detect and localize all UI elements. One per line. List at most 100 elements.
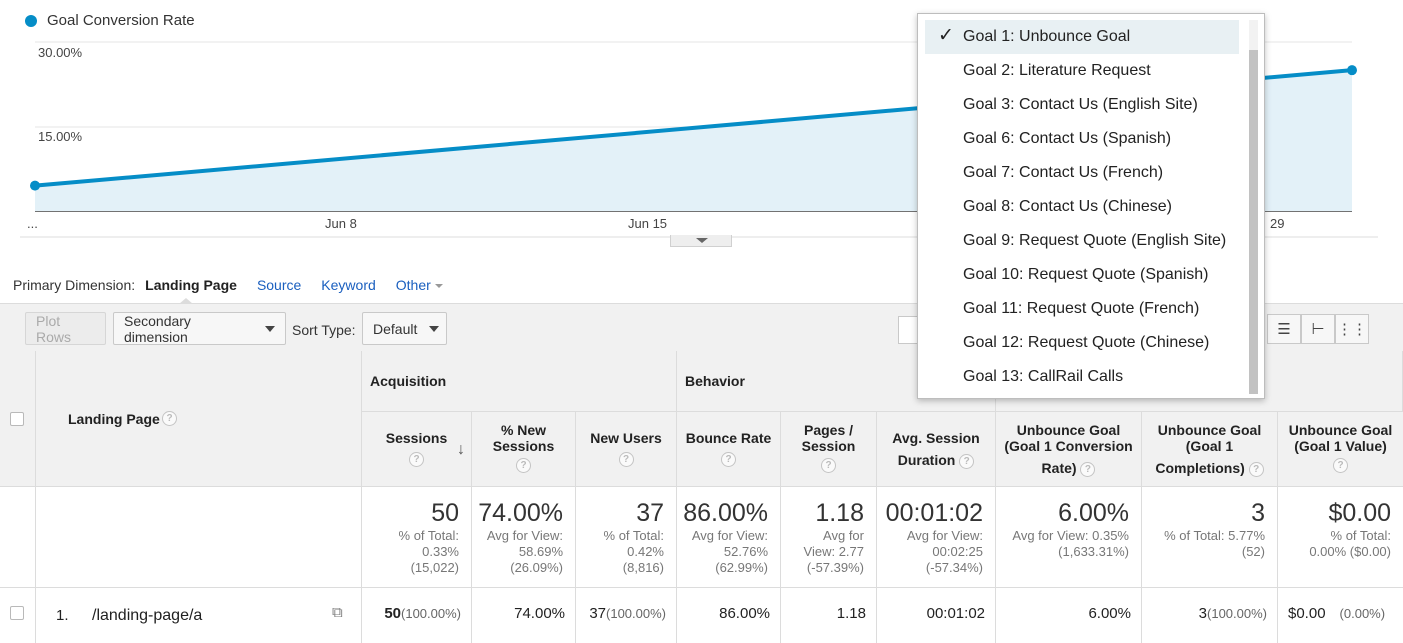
landing-page-header[interactable]: Landing Page ? (36, 351, 362, 487)
help-icon[interactable]: ? (1333, 457, 1348, 473)
secondary-dimension-dropdown[interactable]: Secondary dimension (113, 312, 286, 345)
help-icon[interactable]: ? (821, 457, 836, 473)
data-point[interactable] (1347, 65, 1357, 76)
dropdown-scrollbar-thumb[interactable] (1249, 50, 1258, 394)
goal-option[interactable]: ✓ Goal 1: Unbounce Goal (925, 20, 1239, 54)
total-subtext: (52) (1241, 544, 1265, 559)
primary-dimension-keyword-link[interactable]: Keyword (321, 277, 376, 293)
help-icon[interactable]: ? (959, 453, 975, 469)
totals-spacer (0, 487, 36, 588)
col-header-line: Avg. Session (892, 430, 980, 446)
primary-dimension-source-link[interactable]: Source (256, 277, 302, 293)
help-icon[interactable]: ? (162, 411, 177, 426)
goal-option[interactable]: Goal 3: Contact Us (English Site) (925, 88, 1239, 122)
col-goal1-completions[interactable]: Unbounce Goal (Goal 1 Completions) ? (1142, 412, 1278, 487)
help-icon[interactable]: ? (409, 451, 424, 467)
total-subtext: (8,816) (622, 560, 664, 575)
sort-type-label: Sort Type: (292, 322, 356, 338)
goal-option[interactable]: Goal 12: Request Quote (Chinese) (925, 326, 1239, 360)
goal-option[interactable]: Goal 13: CallRail Calls (925, 360, 1239, 394)
total-subtext: Avg for View: 0.35% (1012, 528, 1129, 543)
total-subtext: 0.42% (627, 544, 664, 559)
sort-type-dropdown[interactable]: Default (362, 312, 447, 345)
col-goal1-value[interactable]: Unbounce Goal (Goal 1 Value) ? (1278, 412, 1403, 487)
total-value: 50 (431, 499, 459, 527)
row-metric-cell: 1.18 (781, 588, 877, 643)
open-external-icon[interactable]: ⧉ (332, 604, 343, 621)
chevron-down-icon (429, 325, 440, 332)
select-all-checkbox[interactable] (10, 412, 24, 426)
total-subtext: (15,022) (410, 560, 459, 575)
total-subtext: 52.76% (723, 544, 768, 559)
primary-dimension-landing-page: Landing Page (145, 277, 237, 304)
col-pct-new-sessions[interactable]: % New Sessions ? (472, 412, 576, 487)
goal-option[interactable]: Goal 9: Request Quote (English Site) (925, 224, 1239, 258)
checkmark-icon: ✓ (938, 25, 954, 46)
help-icon[interactable]: ? (721, 451, 736, 467)
totals-cell: $0.00% of Total: 0.00% ($0.00) (1278, 487, 1403, 588)
total-value: 6.00% (1058, 499, 1129, 527)
goal-option[interactable]: Goal 7: Contact Us (French) (925, 156, 1239, 190)
view-performance-icon[interactable]: ☰ (1267, 314, 1301, 344)
totals-label-cell (36, 487, 362, 588)
goal-option-label: Goal 9: Request Quote (English Site) (963, 232, 1227, 249)
data-point[interactable] (30, 180, 40, 191)
goal-option[interactable]: Goal 10: Request Quote (Spanish) (925, 258, 1239, 292)
goal-select-dropdown[interactable]: ✓ Goal 1: Unbounce Goal Goal 2: Literature… (917, 13, 1265, 399)
row-metric-value: 74.00% (514, 605, 565, 622)
row-metric-value: 86.00% (719, 605, 770, 622)
col-new-users[interactable]: New Users ? (576, 412, 677, 487)
help-icon[interactable]: ? (516, 457, 531, 473)
col-header-line: Sessions (492, 438, 555, 454)
col-bounce-rate[interactable]: Bounce Rate ? (677, 412, 781, 487)
goal-option[interactable]: Goal 8: Contact Us (Chinese) (925, 190, 1239, 224)
goal-option[interactable]: Goal 2: Literature Request (925, 54, 1239, 88)
total-subtext: % of Total: (603, 528, 664, 543)
table-row: 1. /landing-page/a ⧉ (36, 588, 362, 643)
total-subtext: 58.69% (518, 544, 563, 559)
plot-rows-button[interactable]: Plot Rows (25, 312, 106, 345)
col-header-line: Duration (897, 452, 956, 468)
total-subtext: (62.99%) (715, 560, 768, 575)
goal-option-label: Goal 13: CallRail Calls (963, 368, 1124, 385)
chart-collapse-toggle[interactable] (670, 235, 732, 247)
total-subtext: Avg for View: (691, 528, 768, 543)
header-select-cell (0, 351, 36, 487)
goal-option[interactable]: Goal 11: Request Quote (French) (925, 292, 1239, 326)
goal-option[interactable]: Goal 6: Contact Us (Spanish) (925, 122, 1239, 156)
row-metric-cell: 86.00% (677, 588, 781, 643)
goal-option-label: Goal 11: Request Quote (French) (963, 300, 1200, 317)
col-sessions[interactable]: Sessions ? ↓ (362, 412, 472, 487)
col-header-line: Sessions (385, 430, 448, 446)
view-pivot-icon[interactable]: ⋮⋮ (1335, 314, 1369, 344)
col-avg-session-duration[interactable]: Avg. Session Duration ? (877, 412, 996, 487)
total-subtext: % of Total: (398, 528, 459, 543)
col-pages-per-session[interactable]: Pages / Session ? (781, 412, 877, 487)
view-comparison-icon[interactable]: ⊢ (1301, 314, 1335, 344)
total-subtext: % of Total: 5.77% (1164, 528, 1265, 543)
help-icon[interactable]: ? (1248, 461, 1264, 477)
primary-dimension-bar: Primary Dimension: Landing Page Source K… (13, 277, 463, 304)
chart-legend[interactable]: Goal Conversion Rate (25, 12, 195, 29)
row-checkbox[interactable] (10, 606, 24, 620)
acquisition-group-header: Acquisition (362, 351, 677, 412)
help-icon[interactable]: ? (1080, 461, 1096, 477)
primary-dimension-other-dropdown[interactable]: Other (396, 277, 443, 293)
total-value: $0.00 (1328, 499, 1391, 527)
y-tick-label: 15.00% (38, 129, 83, 144)
total-subtext: Avg for View: (486, 528, 563, 543)
row-metric-percent: (100.00%) (401, 606, 461, 621)
total-value: 00:01:02 (885, 499, 983, 527)
goal-option-label: Goal 12: Request Quote (Chinese) (963, 334, 1210, 351)
goal-option-label: Goal 7: Contact Us (French) (963, 164, 1164, 181)
x-tick-label: Jun 8 (325, 216, 357, 231)
landing-page-link[interactable]: /landing-page/a (92, 607, 203, 624)
totals-cell: 00:01:02 Avg for View: 00:02:25 (-57.34%) (877, 487, 996, 588)
help-icon[interactable]: ? (618, 451, 634, 467)
row-metric-value: 6.00% (1088, 605, 1131, 622)
row-metric-percent: (100.00%) (1207, 606, 1267, 621)
sort-down-arrow-icon[interactable]: ↓ (457, 441, 465, 458)
primary-dimension-label: Primary Dimension: (13, 277, 136, 293)
col-goal1-conversion-rate[interactable]: Unbounce Goal (Goal 1 Conversion Rate) ? (996, 412, 1142, 487)
total-subtext: View: 2.77 (803, 544, 864, 559)
